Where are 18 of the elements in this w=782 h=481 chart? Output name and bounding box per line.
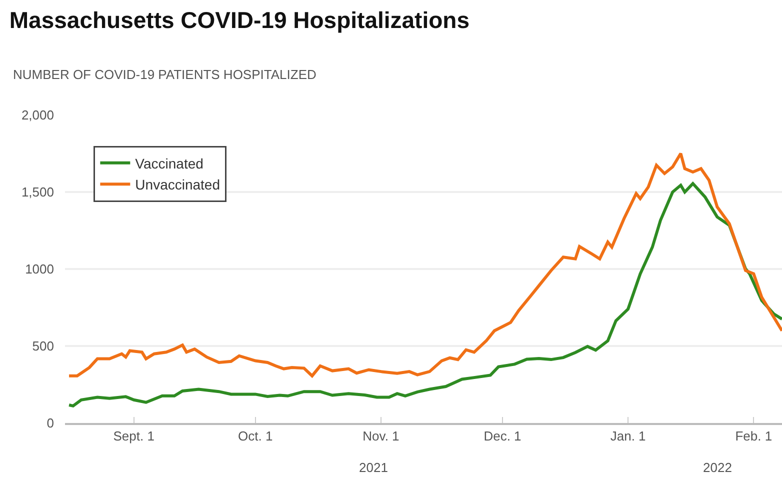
legend-label: Unvaccinated — [135, 176, 220, 193]
chart-title: Massachusetts COVID-19 Hospitalizations — [9, 7, 470, 34]
legend-label: Vaccinated — [135, 155, 204, 172]
x-tick-label: Sept. 1 — [113, 428, 154, 444]
x-tick-label: Nov. 1 — [362, 428, 400, 444]
y-tick-label: 0 — [46, 416, 54, 431]
text: 2021 — [359, 460, 388, 475]
y-tick-label: 2,000 — [21, 108, 54, 123]
x-tick-label: Oct. 1 — [238, 428, 273, 444]
x-tick-label: Dec. 1 — [484, 428, 522, 444]
line-series — [68, 152, 782, 378]
y-tick-label: 500 — [32, 338, 54, 354]
x-tick-label: Feb. 1 — [735, 428, 772, 444]
x-tick-label: Jan. 1 — [610, 428, 646, 444]
y-axis-title: NUMBER OF COVID-19 PATIENTS HOSPITALIZED — [13, 67, 316, 82]
text: 2022 — [703, 460, 732, 475]
y-tick-label: 1000 — [25, 262, 54, 277]
y-tick-label: 1,500 — [21, 184, 54, 200]
